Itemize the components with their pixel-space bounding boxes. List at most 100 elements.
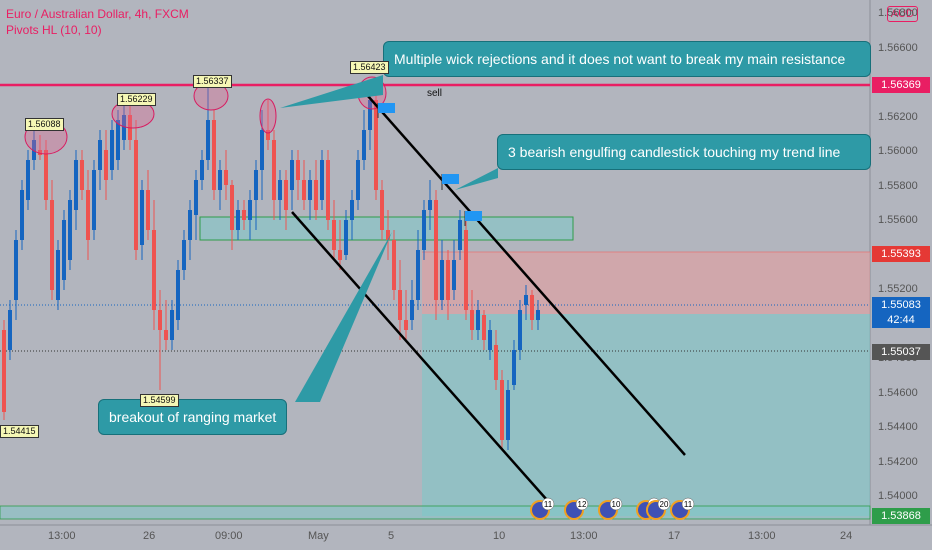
indicator-title: Pivots HL (10, 10) xyxy=(6,23,102,37)
candle-countdown: 42:44 xyxy=(872,312,930,328)
price-tick-label: 1.56000 xyxy=(878,145,918,157)
candle-body xyxy=(344,220,348,255)
candle-body xyxy=(530,295,534,320)
candle-body xyxy=(38,150,42,155)
stop-loss-zone xyxy=(422,252,870,314)
pivot-low-tag: 1.54599 xyxy=(140,394,179,407)
candle-body xyxy=(434,200,438,300)
currency-button[interactable]: AUD xyxy=(886,6,918,22)
candle-body xyxy=(506,390,510,440)
bearish-engulfing-callout: 3 bearish engulfing candlestick touching… xyxy=(497,134,871,170)
candle-body xyxy=(524,295,528,305)
candle-body xyxy=(308,180,312,200)
economic-event-badge[interactable]: 10 xyxy=(598,497,623,520)
candle-body xyxy=(314,180,318,210)
pivot-high-tag: 1.56229 xyxy=(117,93,156,106)
economic-event-badge[interactable]: 12 xyxy=(564,497,589,520)
price-tick-label: 1.54400 xyxy=(878,421,918,433)
candle-body xyxy=(350,200,354,220)
candle-body xyxy=(278,180,282,200)
candle-body xyxy=(290,160,294,190)
price-tick-label: 1.54600 xyxy=(878,386,918,399)
candle-body xyxy=(446,260,450,300)
target-zone xyxy=(0,505,871,520)
candle-body xyxy=(482,315,486,340)
candle-body xyxy=(110,130,114,170)
candle-body xyxy=(104,150,108,180)
candle-body xyxy=(266,130,270,140)
candle-body xyxy=(356,160,360,200)
flag-icon xyxy=(441,174,459,190)
candle-body xyxy=(428,200,432,210)
price-tick-label: 1.56200 xyxy=(878,110,918,123)
breakout-callout: breakout of ranging market xyxy=(98,399,288,435)
candle-body xyxy=(188,210,192,240)
price-tick-label: 1.55800 xyxy=(878,179,918,192)
economic-event-badge[interactable]: 11 xyxy=(530,497,555,520)
flag-icon xyxy=(464,211,482,226)
candle-body xyxy=(170,310,174,340)
candle-body xyxy=(212,120,216,190)
time-tick-label: 5 xyxy=(388,530,395,542)
candle-body xyxy=(2,330,6,412)
stop-price-label: 1.55393 xyxy=(872,246,930,262)
candle-body xyxy=(404,320,408,330)
pivot-high-tag: 1.56088 xyxy=(25,118,64,131)
candle-body xyxy=(50,200,54,290)
candle-body xyxy=(134,140,138,250)
time-tick-label: 13:00 xyxy=(748,530,776,542)
time-tick-label: 13:00 xyxy=(570,530,598,542)
candle-body xyxy=(20,190,24,240)
resistance-price-label: 1.56369 xyxy=(872,77,930,93)
price-tick-label: 1.54000 xyxy=(878,490,918,502)
candle-body xyxy=(236,210,240,230)
candle-body xyxy=(452,260,456,290)
economic-event-badge[interactable]: 20 xyxy=(646,497,671,520)
candle-body xyxy=(146,190,150,230)
event-badges: 111210102011 xyxy=(530,497,695,520)
candle-body xyxy=(254,170,258,200)
candle-body xyxy=(32,140,36,160)
wick-rejection-callout: Multiple wick rejections and it does not… xyxy=(383,41,871,77)
candle-body xyxy=(80,160,84,190)
engulf-note-pointer xyxy=(455,168,498,190)
candle-body xyxy=(200,160,204,180)
wick-rejection-circle xyxy=(259,98,277,134)
candle-body xyxy=(284,180,288,210)
candle-body xyxy=(26,160,30,200)
candle-body xyxy=(494,345,498,380)
breakout-note-pointer xyxy=(295,232,392,402)
time-tick-label: 26 xyxy=(143,530,156,542)
candle-body xyxy=(392,240,396,290)
event-badge-count: 11 xyxy=(544,500,553,509)
candle-body xyxy=(374,100,378,190)
candles xyxy=(2,80,540,450)
event-badge-count: 20 xyxy=(660,500,669,509)
candle-body xyxy=(14,240,18,300)
candle-body xyxy=(56,250,60,300)
candle-body xyxy=(98,140,102,170)
time-tick-label: 13:00 xyxy=(48,530,76,542)
economic-event-badge[interactable]: 11 xyxy=(670,497,695,520)
price-tick-label: 1.55600 xyxy=(878,214,918,226)
candle-body xyxy=(86,190,90,240)
candle-body xyxy=(296,160,300,180)
candle-body xyxy=(248,200,252,220)
time-tick-label: May xyxy=(308,530,329,542)
lower-trend-line xyxy=(291,211,548,501)
candle-body xyxy=(380,190,384,230)
time-tick-label: 09:00 xyxy=(215,530,243,542)
candle-body xyxy=(488,330,492,350)
candle-body xyxy=(470,310,474,330)
candle-body xyxy=(500,380,504,440)
upper-trend-line xyxy=(359,86,686,456)
event-badge-count: 11 xyxy=(684,500,693,509)
target-price-label: 1.53868 xyxy=(872,508,930,524)
price-tick-label: 1.54200 xyxy=(878,455,918,468)
sell-label: sell xyxy=(427,88,443,99)
entry-price-label: 1.55037 xyxy=(872,344,930,360)
candle-body xyxy=(206,120,210,160)
candle-body xyxy=(158,310,162,330)
pivot-low-tag: 1.54415 xyxy=(0,425,39,438)
